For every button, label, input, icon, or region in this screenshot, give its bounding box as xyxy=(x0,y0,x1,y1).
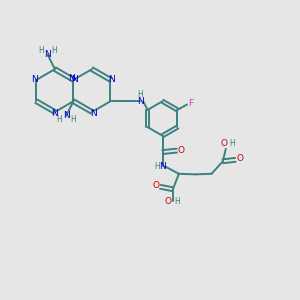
Text: N: N xyxy=(32,75,38,84)
Text: N: N xyxy=(63,111,70,120)
Text: O: O xyxy=(178,146,185,155)
Text: H: H xyxy=(57,115,62,124)
Text: N: N xyxy=(44,50,51,59)
Text: N: N xyxy=(159,162,166,171)
Text: H: H xyxy=(70,115,76,124)
Text: H: H xyxy=(230,139,235,148)
Text: H: H xyxy=(38,46,44,55)
Text: N: N xyxy=(69,74,75,83)
Text: O: O xyxy=(152,181,160,190)
Text: O: O xyxy=(165,196,172,206)
Text: H: H xyxy=(154,162,160,171)
Text: N: N xyxy=(109,75,115,84)
Text: N: N xyxy=(52,109,58,118)
Text: F: F xyxy=(188,99,193,108)
Text: H: H xyxy=(137,90,143,99)
Text: H: H xyxy=(51,46,57,55)
Text: N: N xyxy=(71,75,78,84)
Text: H: H xyxy=(175,196,180,206)
Text: N: N xyxy=(90,109,97,118)
Text: N: N xyxy=(137,97,144,106)
Text: O: O xyxy=(236,154,243,163)
Text: O: O xyxy=(221,139,228,148)
